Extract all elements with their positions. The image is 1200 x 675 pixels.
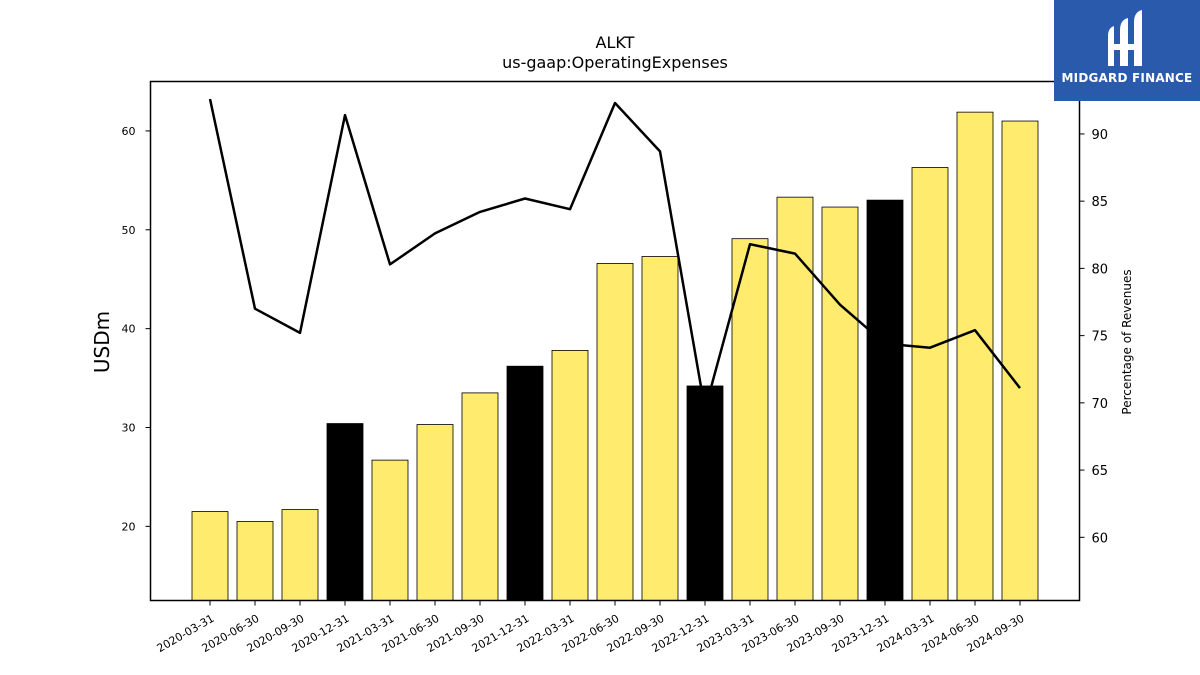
y-right-tick-label: 60: [1092, 531, 1109, 546]
chart-subtitle: us-gaap:OperatingExpenses: [502, 53, 728, 72]
bar-2020-12-31: [326, 423, 364, 601]
y-left-tick-label: 20: [122, 520, 136, 533]
bar-2021-03-31: [371, 459, 409, 601]
bar-2023-03-31: [731, 238, 769, 601]
y-axis-right: 60 65 70 75 80 85 90: [1079, 128, 1109, 546]
bar-2023-09-30: [821, 206, 859, 601]
bar-2020-06-30: [236, 521, 274, 601]
x-axis: 2020-03-312020-06-302020-09-302020-12-31…: [155, 600, 1027, 655]
y-right-tick-label: 70: [1092, 397, 1109, 412]
bar-2022-12-31: [686, 385, 724, 601]
brand-name: MIDGARD FINANCE: [1061, 71, 1193, 85]
bar-2020-09-30: [281, 509, 319, 601]
y-left-tick-label: 30: [122, 422, 136, 435]
line-series: [208, 98, 1021, 411]
bar-2023-12-31: [866, 199, 904, 601]
bar-2020-03-31: [191, 511, 229, 601]
y-right-tick-label: 80: [1092, 262, 1109, 277]
y-axis-left-label: USDm: [90, 311, 114, 373]
bar-2022-03-31: [551, 349, 589, 601]
y-right-tick-label: 85: [1092, 195, 1109, 210]
bar-2024-03-31: [911, 167, 949, 601]
bar-series: [191, 111, 1039, 601]
y-axis-right-label: Percentage of Revenues: [1120, 269, 1134, 414]
chart-title: ALKT: [596, 33, 635, 52]
brand-logo: MIDGARD FINANCE: [1054, 0, 1200, 101]
bar-2022-09-30: [641, 256, 679, 601]
midgard-logo-icon: [1108, 10, 1142, 66]
y-left-tick-label: 40: [122, 323, 136, 336]
y-right-tick-label: 65: [1092, 464, 1109, 479]
bar-2024-06-30: [956, 111, 994, 601]
bar-2023-06-30: [776, 196, 814, 601]
bar-2024-09-30: [1001, 120, 1039, 601]
y-right-tick-label: 75: [1092, 330, 1109, 345]
y-axis-left: 20 30 40 50 60: [122, 125, 151, 533]
bar-2021-06-30: [416, 424, 454, 601]
bar-2021-09-30: [461, 392, 499, 601]
bar-2021-12-31: [506, 365, 544, 601]
y-right-tick-label: 90: [1092, 128, 1109, 143]
y-left-tick-label: 50: [122, 224, 136, 237]
y-left-tick-label: 60: [122, 125, 136, 138]
bar-2022-06-30: [596, 262, 634, 601]
